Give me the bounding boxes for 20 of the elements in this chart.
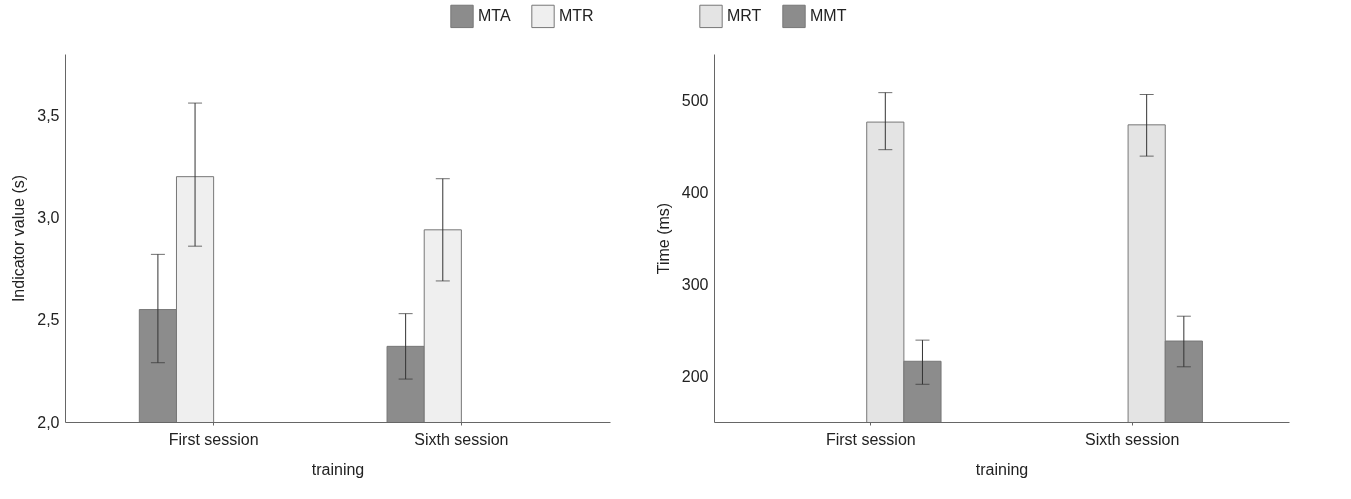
y-tick-label: 200 bbox=[681, 367, 709, 385]
y-tick-label: 3,5 bbox=[37, 106, 60, 124]
y-tick-label: 2,0 bbox=[37, 413, 60, 431]
legend-label: MTA bbox=[478, 7, 511, 25]
y-tick-label: 300 bbox=[681, 275, 709, 293]
y-tick-label: 2,5 bbox=[37, 311, 60, 329]
legend-label: MRT bbox=[727, 7, 762, 25]
x-tick-label: Sixth session bbox=[1085, 430, 1180, 448]
legend-label: MTR bbox=[559, 7, 594, 25]
x-tick-label: Sixth session bbox=[414, 430, 509, 448]
y-tick-label: 3,0 bbox=[37, 209, 60, 227]
x-axis-title: training bbox=[975, 460, 1029, 478]
legend-label: MMT bbox=[810, 7, 847, 25]
y-tick-label: 500 bbox=[681, 91, 709, 109]
x-axis-title: training bbox=[311, 460, 365, 478]
x-tick-label: First session bbox=[168, 430, 259, 448]
x-tick-label: First session bbox=[825, 430, 916, 448]
y-axis-title: Time (ms) bbox=[654, 202, 672, 275]
y-axis-title: Indicator value (s) bbox=[10, 174, 28, 303]
y-tick-label: 400 bbox=[681, 183, 709, 201]
